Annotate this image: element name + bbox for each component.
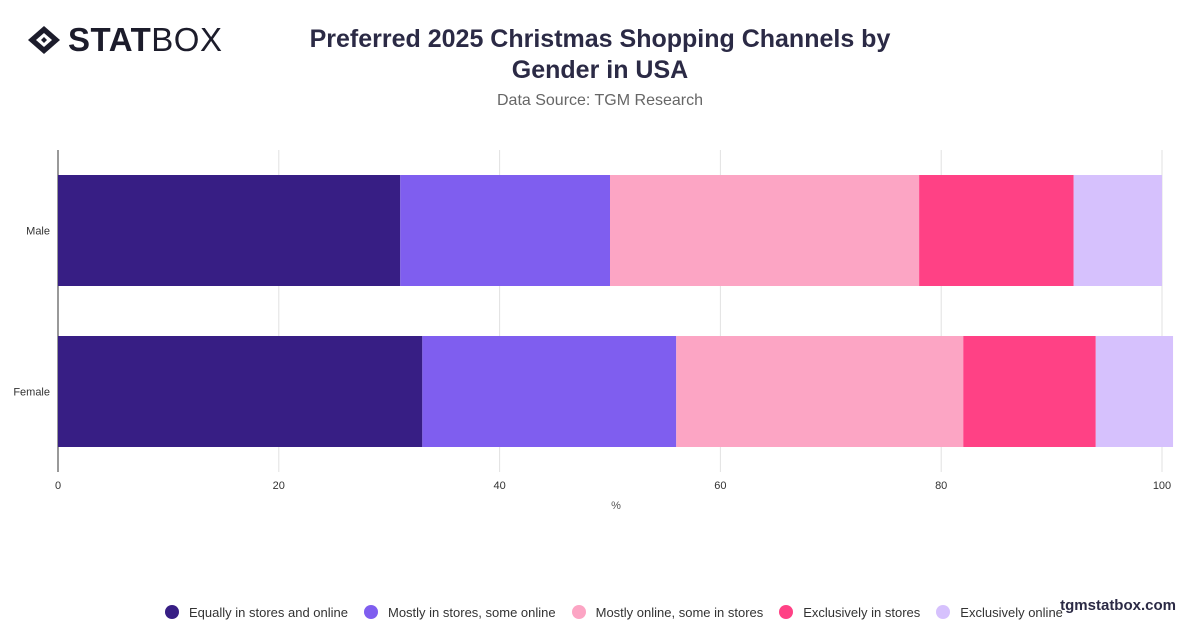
legend-swatch [364, 605, 378, 619]
chart-subtitle: Data Source: TGM Research [496, 92, 703, 109]
category-label: Female [13, 387, 50, 399]
bar-segment [58, 336, 423, 447]
statbox-wordmark: STATBOX [68, 21, 223, 58]
x-tick-label: 0 [55, 480, 61, 492]
legend-swatch [165, 605, 179, 619]
category-label: Male [26, 226, 50, 238]
stacked-bar-chart: 0 20 40 60 80 100% Male Female [13, 150, 1174, 512]
legend-label: Exclusively in stores [803, 604, 921, 620]
x-tick-label: 100 [1153, 480, 1171, 492]
legend-item: Exclusively online [936, 605, 1063, 620]
x-tick-label: 40 [493, 480, 505, 492]
bar-segment [1073, 175, 1162, 286]
legend-label: Mostly in stores, some online [388, 604, 556, 620]
bar-segment [400, 175, 610, 286]
legend-label: Equally in stores and online [189, 604, 348, 620]
legend-swatch [936, 605, 951, 619]
chart-title: Preferred 2025 Christmas Shopping Channe… [309, 25, 891, 84]
legend-item: Mostly online, some in stores [571, 604, 764, 620]
x-axis-label: % [611, 500, 621, 512]
watermark: tgmstatbox.com [1060, 597, 1176, 614]
bar-segment [1095, 336, 1174, 447]
legend-item: Mostly in stores, some online [364, 605, 556, 620]
chart-legend: Equally in stores and online Mostly in st… [165, 602, 1079, 622]
legend-swatch [571, 605, 586, 619]
x-tick-label: 60 [714, 480, 726, 492]
legend-label: Mostly online, some in stores [595, 604, 764, 620]
bar-segment [610, 175, 920, 286]
bar-segment [422, 336, 677, 447]
legend-swatch [779, 605, 794, 619]
legend-item: Exclusively in stores [779, 605, 920, 620]
x-tick-label: 80 [935, 480, 947, 492]
legend-label: Exclusively online [960, 604, 1063, 620]
bar-segment [676, 336, 964, 447]
statbox-logo-icon [28, 26, 60, 54]
bar-segment [919, 175, 1074, 286]
x-tick-label: 20 [273, 480, 285, 492]
statbox-logo: STATBOX [26, 21, 223, 58]
bar-segment [963, 336, 1096, 447]
bar-segment [58, 175, 401, 286]
legend-item: Equally in stores and online [165, 605, 348, 620]
